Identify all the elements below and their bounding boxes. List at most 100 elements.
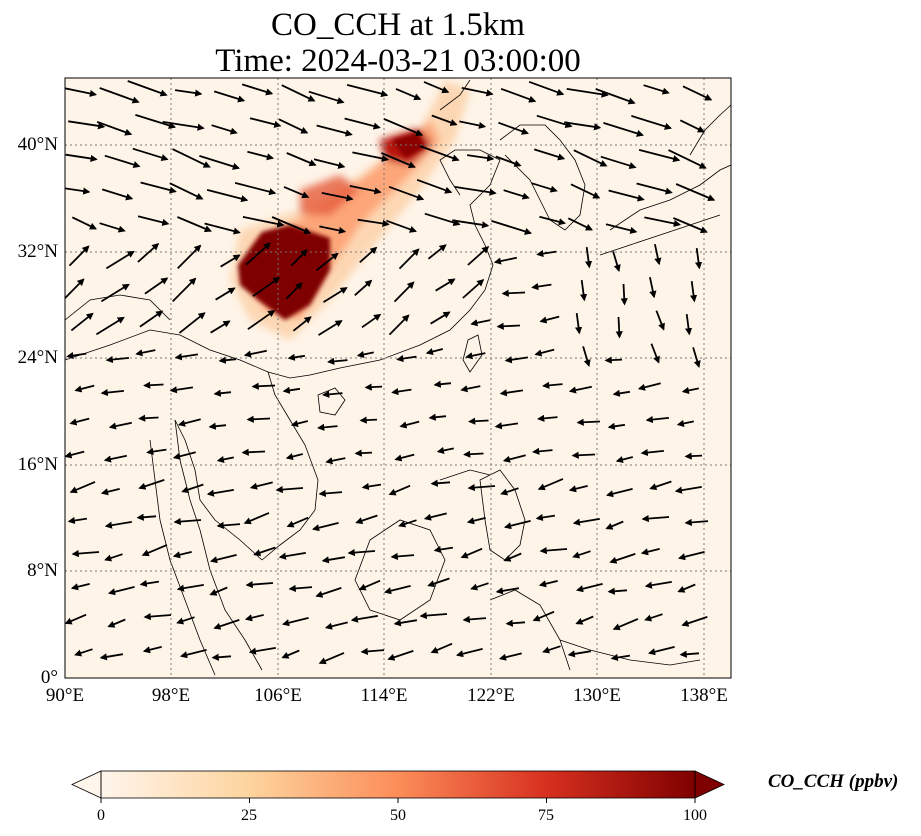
wind-arrow (459, 120, 487, 129)
wind-arrow (496, 322, 521, 330)
wind-arrow (430, 479, 451, 487)
wind-arrow (213, 619, 240, 630)
wind-arrow (308, 90, 345, 105)
wind-arrow (423, 81, 450, 94)
wind-arrow (101, 188, 134, 201)
wind-arrow (427, 577, 450, 588)
wind-arrow (360, 647, 385, 656)
wind-arrow (539, 315, 560, 324)
wind-arrow (575, 615, 594, 625)
wind-arrow (211, 653, 232, 661)
wind-arrow (609, 553, 636, 564)
wind-arrow (605, 223, 638, 234)
y-tick-label: 8°N (27, 560, 58, 581)
wind-arrow (539, 215, 566, 226)
wind-arrow (542, 381, 563, 389)
wind-arrow (132, 147, 169, 162)
wind-arrow (315, 587, 342, 598)
wind-arrow (504, 356, 529, 364)
wind-arrow (388, 484, 411, 496)
wind-arrow (172, 451, 196, 460)
wind-arrow (572, 550, 591, 559)
wind-arrow (674, 486, 702, 494)
wind-arrow (65, 613, 87, 625)
wind-arrow (631, 115, 672, 130)
wind-arrow (615, 316, 623, 339)
wind-arrow (323, 287, 348, 303)
wind-arrow (144, 277, 169, 295)
wind-arrow (433, 545, 454, 554)
wind-arrow (536, 114, 573, 129)
wind-arrow (610, 653, 631, 662)
wind-arrow (608, 189, 645, 202)
wind-arrow (100, 283, 130, 303)
wind-arrow (605, 520, 624, 530)
x-tick-label: 138°E (680, 685, 728, 706)
wind-arrow (287, 353, 306, 361)
wind-arrow (679, 650, 700, 658)
wind-arrow (249, 117, 282, 128)
wind-arrow (504, 520, 531, 530)
wind-arrow (416, 178, 453, 194)
wind-arrow (181, 483, 204, 494)
wind-arrow (573, 149, 608, 167)
wind-arrow (105, 250, 135, 270)
wind-arrow (454, 186, 497, 196)
wind-arrow (283, 186, 310, 199)
wind-arrow (208, 422, 227, 430)
wind-arrow (637, 382, 661, 391)
wind-arrow (66, 351, 87, 360)
wind-arrow (572, 518, 600, 526)
wind-arrow (245, 242, 271, 266)
wind-arrow (162, 121, 205, 131)
wind-arrow (649, 480, 672, 491)
wind-arrow (364, 383, 383, 391)
wind-arrow (140, 181, 177, 194)
wind-arrow (495, 155, 522, 167)
gridlines (65, 78, 731, 678)
wind-arrow (127, 80, 168, 97)
wind-arrow (505, 619, 526, 627)
wind-arrow (386, 219, 417, 233)
wind-arrow (394, 453, 415, 462)
wind-arrow (95, 316, 125, 336)
wind-arrow (645, 415, 669, 424)
x-tick-label: 130°E (573, 685, 621, 706)
wind-arrow (206, 489, 234, 497)
wind-arrow (241, 448, 266, 456)
wind-arrow (612, 618, 639, 631)
wind-arrow (576, 418, 601, 426)
wind-arrow (359, 416, 378, 424)
wind-arrow (352, 151, 390, 162)
wind-arrow (503, 552, 522, 562)
map-frame (64, 77, 732, 679)
wind-arrow (491, 220, 532, 235)
wind-arrow (644, 613, 663, 622)
colorbar-tick-label: 25 (241, 807, 257, 824)
map-area (65, 78, 731, 678)
wind-arrow (640, 548, 660, 556)
wind-arrow (606, 488, 633, 498)
wind-arrow (495, 587, 520, 595)
wind-arrow (607, 587, 628, 595)
wind-arrow (251, 382, 276, 390)
wind-arrow (344, 117, 381, 130)
wind-arrow (350, 615, 378, 623)
wind-arrow (215, 287, 236, 301)
wind-arrow (357, 218, 390, 228)
wind-arrow (141, 544, 168, 557)
wind-arrow (173, 517, 202, 526)
colorbar-tick-label: 0 (97, 807, 105, 824)
x-tick-label: 90°E (45, 685, 85, 706)
wind-arrow (462, 279, 485, 299)
wind-arrow (460, 547, 483, 559)
wind-arrow (498, 121, 529, 135)
wind-arrow (677, 583, 696, 593)
wind-arrow (278, 552, 306, 560)
wind-arrow (210, 554, 237, 564)
wind-arrow (70, 312, 94, 332)
wind-arrow (430, 311, 451, 325)
wind-arrow (67, 516, 88, 525)
wind-arrow (172, 551, 192, 559)
wind-arrow (322, 390, 343, 398)
